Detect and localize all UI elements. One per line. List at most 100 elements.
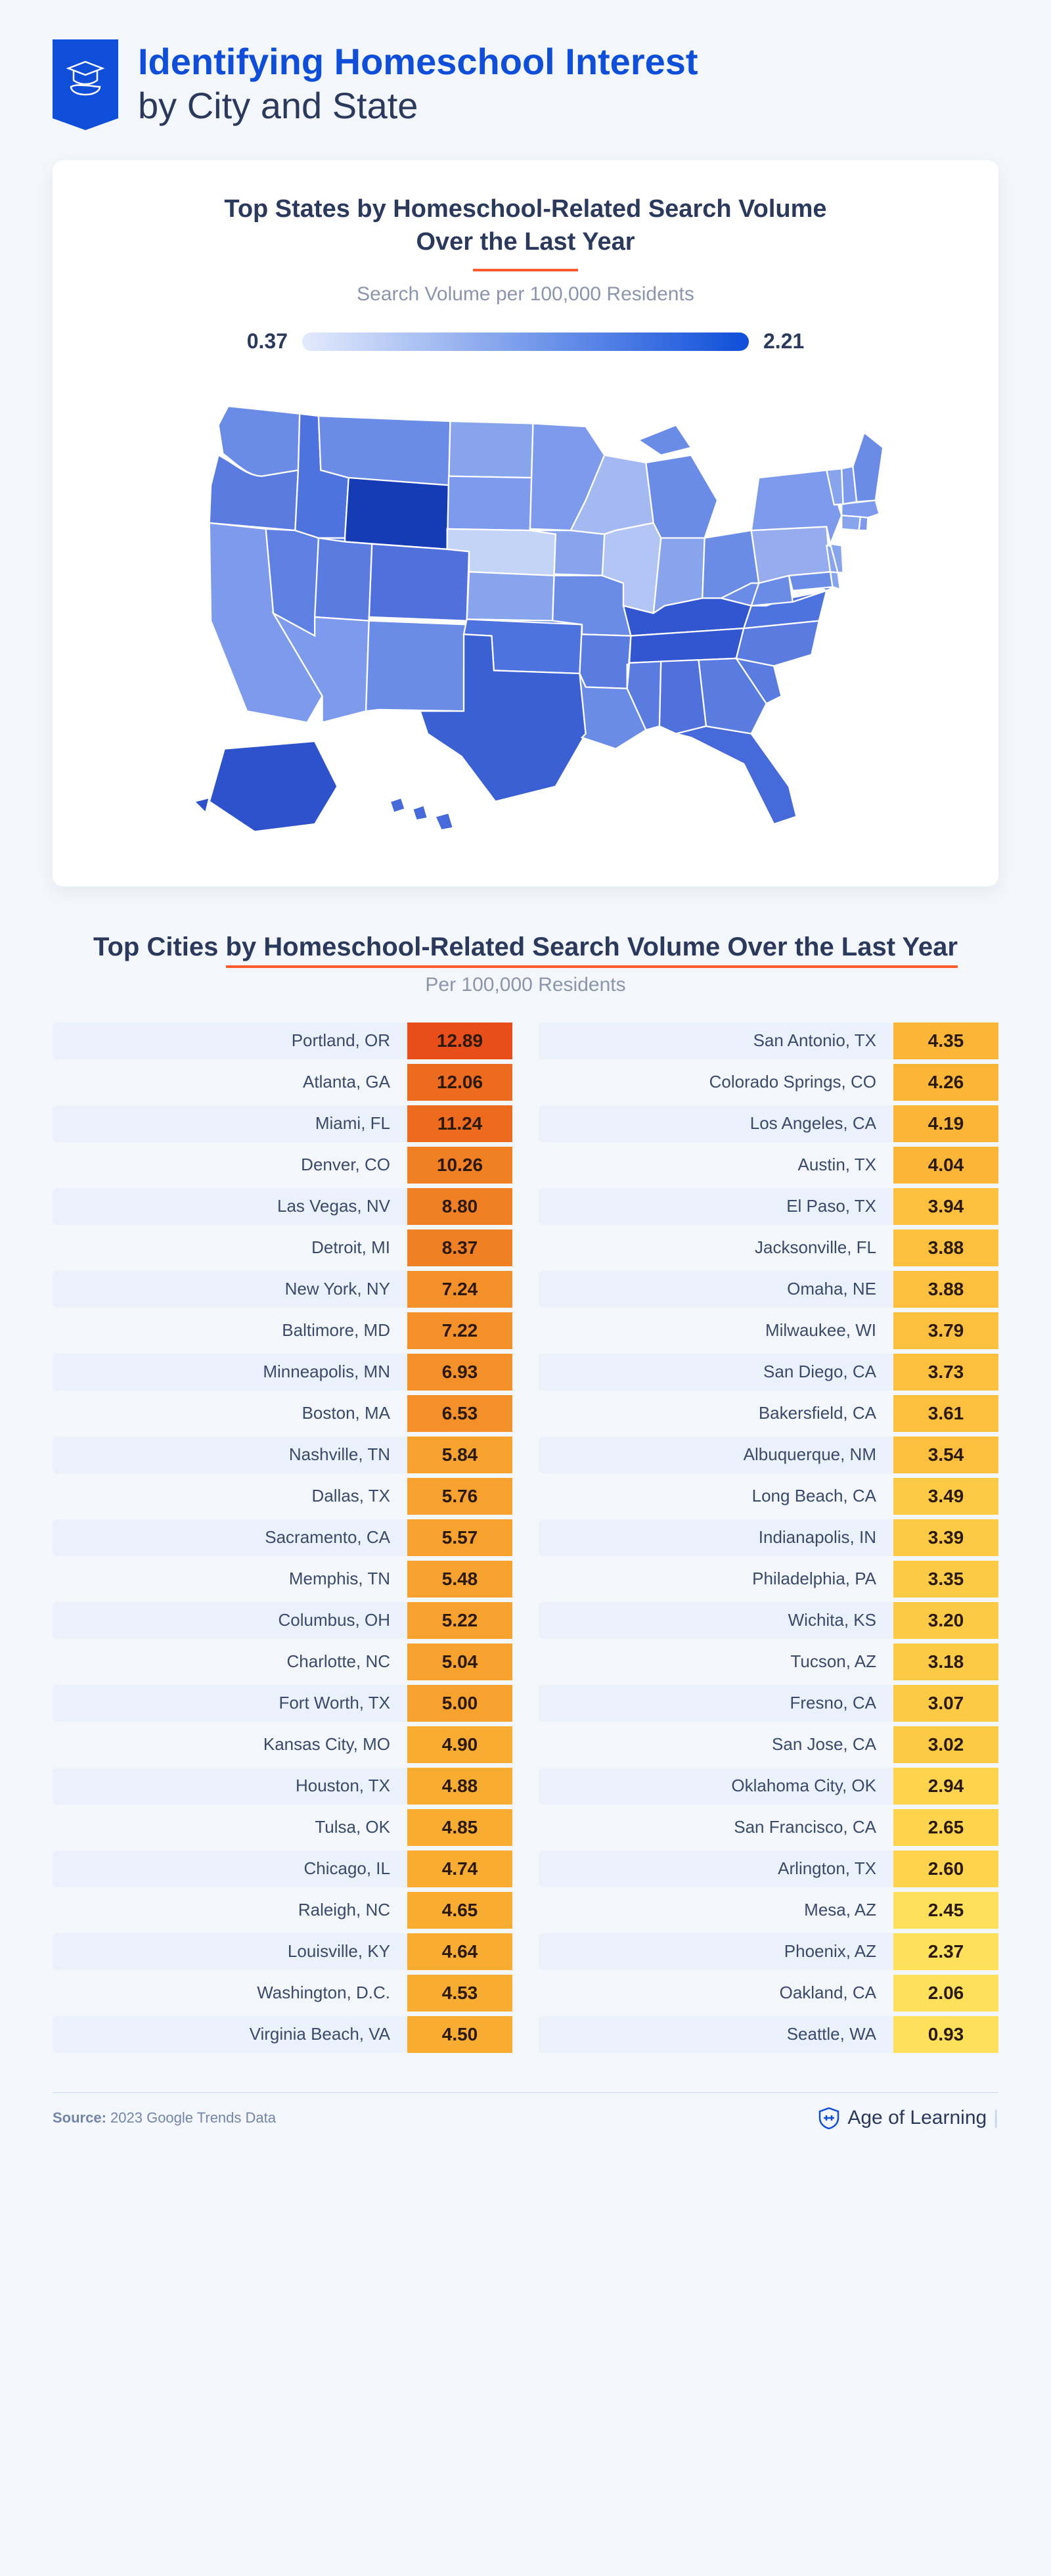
city-row: Houston, TX4.88 xyxy=(53,1768,512,1805)
city-row: Wichita, KS3.20 xyxy=(539,1602,998,1639)
title-line-1: Identifying Homeschool Interest xyxy=(138,39,698,83)
city-value: 4.85 xyxy=(407,1809,512,1846)
graduation-usa-icon xyxy=(53,39,118,118)
city-value: 5.84 xyxy=(407,1437,512,1473)
city-label: El Paso, TX xyxy=(539,1188,893,1225)
city-row: San Diego, CA3.73 xyxy=(539,1354,998,1391)
map-title: Top States by Homeschool-Related Search … xyxy=(92,193,959,258)
city-row: Colorado Springs, CO4.26 xyxy=(539,1064,998,1101)
city-value: 3.02 xyxy=(893,1726,998,1763)
city-row: Detroit, MI8.37 xyxy=(53,1230,512,1266)
city-row: Virginia Beach, VA4.50 xyxy=(53,2016,512,2053)
city-label: Oakland, CA xyxy=(539,1975,893,2012)
cities-title: Top Cities by Homeschool-Related Search … xyxy=(53,932,998,962)
city-value: 3.88 xyxy=(893,1271,998,1308)
city-value: 3.39 xyxy=(893,1519,998,1556)
city-label: New York, NY xyxy=(53,1271,407,1308)
city-label: Memphis, TN xyxy=(53,1561,407,1598)
city-value: 12.89 xyxy=(407,1023,512,1059)
city-row: Miami, FL11.24 xyxy=(53,1105,512,1142)
city-label: Virginia Beach, VA xyxy=(53,2016,407,2053)
city-label: Louisville, KY xyxy=(53,1933,407,1970)
city-label: Philadelphia, PA xyxy=(539,1561,893,1598)
city-value: 5.22 xyxy=(407,1602,512,1639)
city-row: Tulsa, OK4.85 xyxy=(53,1809,512,1846)
city-label: Fort Worth, TX xyxy=(53,1685,407,1722)
map-card: Top States by Homeschool-Related Search … xyxy=(53,160,998,886)
city-value: 2.60 xyxy=(893,1851,998,1887)
city-label: Albuquerque, NM xyxy=(539,1437,893,1473)
city-label: Jacksonville, FL xyxy=(539,1230,893,1266)
city-row: San Jose, CA3.02 xyxy=(539,1726,998,1763)
underline-accent xyxy=(473,269,578,271)
city-row: San Antonio, TX4.35 xyxy=(539,1023,998,1059)
us-map xyxy=(92,380,959,846)
city-row: San Francisco, CA2.65 xyxy=(539,1809,998,1846)
map-scale: 0.37 2.21 xyxy=(92,329,959,354)
city-row: Phoenix, AZ2.37 xyxy=(539,1933,998,1970)
city-value: 3.54 xyxy=(893,1437,998,1473)
city-row: Arlington, TX2.60 xyxy=(539,1851,998,1887)
city-row: Dallas, TX5.76 xyxy=(53,1478,512,1515)
title-line-2: by City and State xyxy=(138,83,698,127)
city-value: 3.61 xyxy=(893,1395,998,1432)
city-label: Indianapolis, IN xyxy=(539,1519,893,1556)
city-value: 4.19 xyxy=(893,1105,998,1142)
city-value: 5.04 xyxy=(407,1644,512,1680)
city-label: Austin, TX xyxy=(539,1147,893,1184)
city-value: 4.35 xyxy=(893,1023,998,1059)
city-row: Louisville, KY4.64 xyxy=(53,1933,512,1970)
city-label: Los Angeles, CA xyxy=(539,1105,893,1142)
city-label: San Antonio, TX xyxy=(539,1023,893,1059)
city-value: 5.00 xyxy=(407,1685,512,1722)
city-label: Boston, MA xyxy=(53,1395,407,1432)
city-row: Philadelphia, PA3.35 xyxy=(539,1561,998,1598)
city-row: Nashville, TN5.84 xyxy=(53,1437,512,1473)
city-value: 6.93 xyxy=(407,1354,512,1391)
city-value: 3.49 xyxy=(893,1478,998,1515)
footer-rule xyxy=(53,2092,998,2093)
city-row: Omaha, NE3.88 xyxy=(539,1271,998,1308)
city-label: Tulsa, OK xyxy=(53,1809,407,1846)
city-value: 8.37 xyxy=(407,1230,512,1266)
city-label: Bakersfield, CA xyxy=(539,1395,893,1432)
city-value: 10.26 xyxy=(407,1147,512,1184)
city-label: Tucson, AZ xyxy=(539,1644,893,1680)
city-value: 5.76 xyxy=(407,1478,512,1515)
city-label: Washington, D.C. xyxy=(53,1975,407,2012)
cities-col-right: San Antonio, TX4.35 Colorado Springs, CO4… xyxy=(539,1023,998,2053)
city-row: Fort Worth, TX5.00 xyxy=(53,1685,512,1722)
city-value: 2.06 xyxy=(893,1975,998,2012)
city-value: 3.94 xyxy=(893,1188,998,1225)
city-value: 0.93 xyxy=(893,2016,998,2053)
city-value: 3.20 xyxy=(893,1602,998,1639)
city-row: Minneapolis, MN6.93 xyxy=(53,1354,512,1391)
page-header: Identifying Homeschool Interest by City … xyxy=(53,39,998,127)
city-value: 3.73 xyxy=(893,1354,998,1391)
city-label: Columbus, OH xyxy=(53,1602,407,1639)
city-row: Bakersfield, CA3.61 xyxy=(539,1395,998,1432)
city-row: Austin, TX4.04 xyxy=(539,1147,998,1184)
city-row: Seattle, WA0.93 xyxy=(539,2016,998,2053)
city-label: Fresno, CA xyxy=(539,1685,893,1722)
city-row: Atlanta, GA12.06 xyxy=(53,1064,512,1101)
city-label: Oklahoma City, OK xyxy=(539,1768,893,1805)
city-row: Memphis, TN5.48 xyxy=(53,1561,512,1598)
city-value: 4.65 xyxy=(407,1892,512,1929)
map-subtitle: Search Volume per 100,000 Residents xyxy=(92,283,959,306)
city-value: 4.50 xyxy=(407,2016,512,2053)
city-value: 3.07 xyxy=(893,1685,998,1722)
city-label: Denver, CO xyxy=(53,1147,407,1184)
city-row: Baltimore, MD7.22 xyxy=(53,1312,512,1349)
city-row: Los Angeles, CA4.19 xyxy=(539,1105,998,1142)
city-label: Kansas City, MO xyxy=(53,1726,407,1763)
city-label: San Diego, CA xyxy=(539,1354,893,1391)
city-row: Long Beach, CA3.49 xyxy=(539,1478,998,1515)
city-row: Indianapolis, IN3.39 xyxy=(539,1519,998,1556)
scale-max: 2.21 xyxy=(763,329,804,354)
city-label: Nashville, TN xyxy=(53,1437,407,1473)
city-label: Dallas, TX xyxy=(53,1478,407,1515)
city-label: Phoenix, AZ xyxy=(539,1933,893,1970)
city-label: Omaha, NE xyxy=(539,1271,893,1308)
city-label: Mesa, AZ xyxy=(539,1892,893,1929)
